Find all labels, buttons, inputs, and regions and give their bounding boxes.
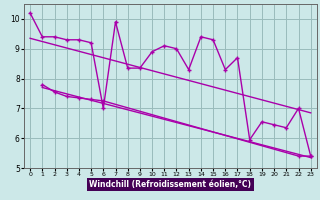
- X-axis label: Windchill (Refroidissement éolien,°C): Windchill (Refroidissement éolien,°C): [89, 180, 252, 189]
